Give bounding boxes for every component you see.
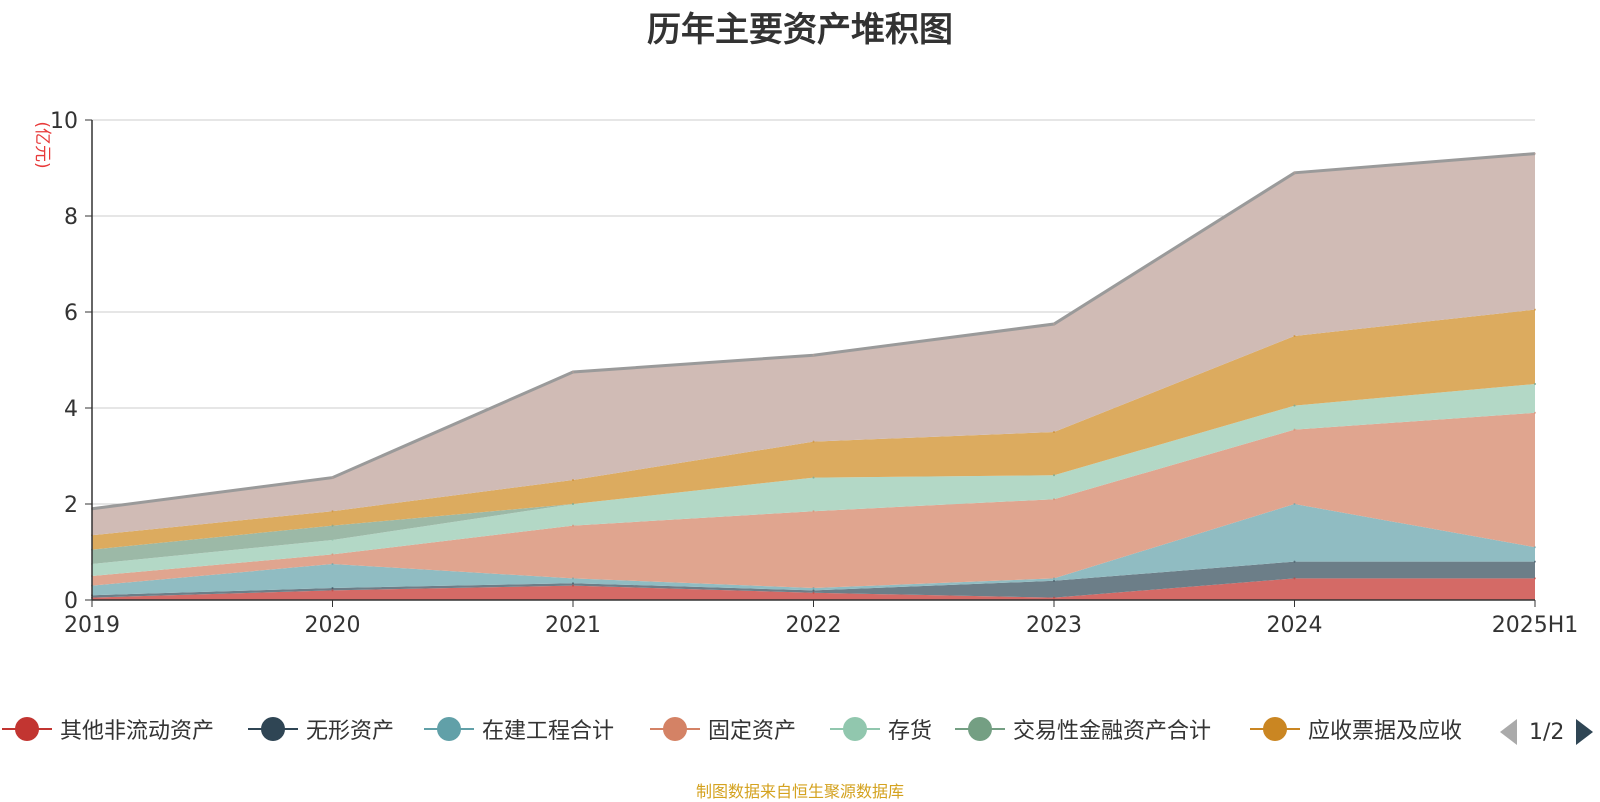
data-point-6-5 [1293,335,1296,337]
legend-item[interactable]: 应收票据及应收 [1250,714,1462,744]
data-point-1-6 [1534,560,1536,563]
data-point-6-6 [1534,308,1536,311]
data-point-0-5 [1293,577,1296,580]
data-point-7-6 [1534,152,1536,155]
chart-title: 历年主要资产堆积图 [647,10,953,50]
x-tick-label: 2023 [1026,613,1082,638]
legend-marker-icon [2,714,52,744]
x-tick-label: 2024 [1267,613,1323,638]
page-indicator: 1/2 [1529,719,1565,745]
data-point-3-1 [331,553,334,556]
y-tick-label: 2 [64,493,78,518]
x-tick-label: 2025H1 [1492,613,1579,638]
data-point-2-4 [1053,577,1055,580]
data-point-7-5 [1293,171,1296,174]
data-point-2-1 [331,563,334,565]
y-axis-label: (亿元) [32,121,52,168]
data-point-2-5 [1293,503,1296,505]
data-point-0-2 [572,584,574,587]
data-point-5-2 [572,503,574,505]
area-series-5 [92,384,1535,564]
data-point-3-5 [1293,428,1296,431]
legend-pager: 1/2 [1500,714,1594,750]
legend-marker-icon [248,714,298,744]
legend-label: 其他非流动资产 [60,719,215,744]
legend: 其他非流动资产 无形资产 在建工程合计 固定资产 存货 交易性金融资产合计 应收票据及应收 … [0,714,1600,754]
legend-label: 存货 [888,719,933,744]
legend-label: 无形资产 [306,719,395,744]
x-tick-label: 2019 [64,613,120,638]
data-point-1-4 [1053,579,1055,582]
area-series-0 [92,578,1535,600]
data-point-1-5 [1293,560,1296,563]
prev-page-icon[interactable] [1500,719,1517,745]
legend-item[interactable]: 交易性金融资产合计 [955,714,1211,744]
legend-item[interactable]: 存货 [830,714,932,744]
data-point-5-5 [1293,404,1296,407]
data-point-6-4 [1053,431,1055,433]
data-point-1-1 [331,587,334,589]
data-point-2-6 [1534,546,1536,549]
legend-label: 交易性金融资产合计 [1013,719,1212,744]
legend-marker-icon [650,714,700,744]
data-point-7-2 [572,371,574,373]
data-point-4-1 [331,539,334,541]
area-series-2 [92,504,1535,596]
next-page-icon[interactable] [1576,719,1594,745]
legend-label: 在建工程合计 [482,719,615,744]
data-point-0-3 [812,591,815,594]
data-point-2-3 [812,587,815,589]
y-tick-label: 4 [64,397,78,422]
source-note: 制图数据来自恒生聚源数据库 [695,782,904,801]
legend-item[interactable]: 无形资产 [248,714,394,744]
x-tick-label: 2022 [786,613,842,638]
legend-label: 应收票据及应收 [1308,719,1463,744]
data-point-6-2 [572,479,574,481]
data-point-6-1 [331,510,334,513]
legend-marker-icon [830,714,880,744]
area-series-3 [92,412,1535,588]
legend-item[interactable]: 在建工程合计 [424,714,614,744]
data-point-5-3 [812,476,815,479]
data-point-0-1 [331,589,334,592]
y-tick-label: 0 [64,589,78,614]
data-point-2-2 [572,577,574,580]
data-point-3-3 [812,510,815,513]
data-point-0-6 [1534,577,1536,580]
legend-marker-icon [424,714,474,744]
data-point-5-6 [1534,383,1536,385]
data-point-7-4 [1053,323,1055,325]
data-point-3-6 [1534,411,1536,414]
data-point-3-2 [572,524,574,527]
data-point-1-3 [812,589,815,592]
data-point-3-4 [1053,498,1055,501]
y-tick-label: 8 [64,205,78,230]
data-point-5-1 [331,524,334,527]
legend-label: 固定资产 [708,719,797,744]
data-point-5-4 [1053,474,1055,477]
x-tick-label: 2020 [305,613,361,638]
legend-marker-icon [955,714,1005,744]
x-tick-label: 2021 [545,613,601,638]
data-point-1-2 [572,582,574,585]
area-series-1 [92,561,1535,598]
legend-item[interactable]: 固定资产 [650,714,796,744]
data-point-6-3 [812,440,815,443]
data-point-0-4 [1053,596,1055,599]
area-series-4 [92,384,1535,576]
area-series-6 [92,309,1535,550]
y-tick-label: 10 [50,109,78,134]
y-tick-label: 6 [64,301,78,326]
stacked-area-chart: 0 2 4 6 8 10(亿元) 2019 2020 2021 2022 2023 2024 2025H… [32,109,1579,638]
legend-item[interactable]: 其他非流动资产 [2,714,214,744]
data-point-7-1 [331,476,334,479]
legend-marker-icon [1250,714,1300,744]
data-point-7-3 [812,354,815,357]
